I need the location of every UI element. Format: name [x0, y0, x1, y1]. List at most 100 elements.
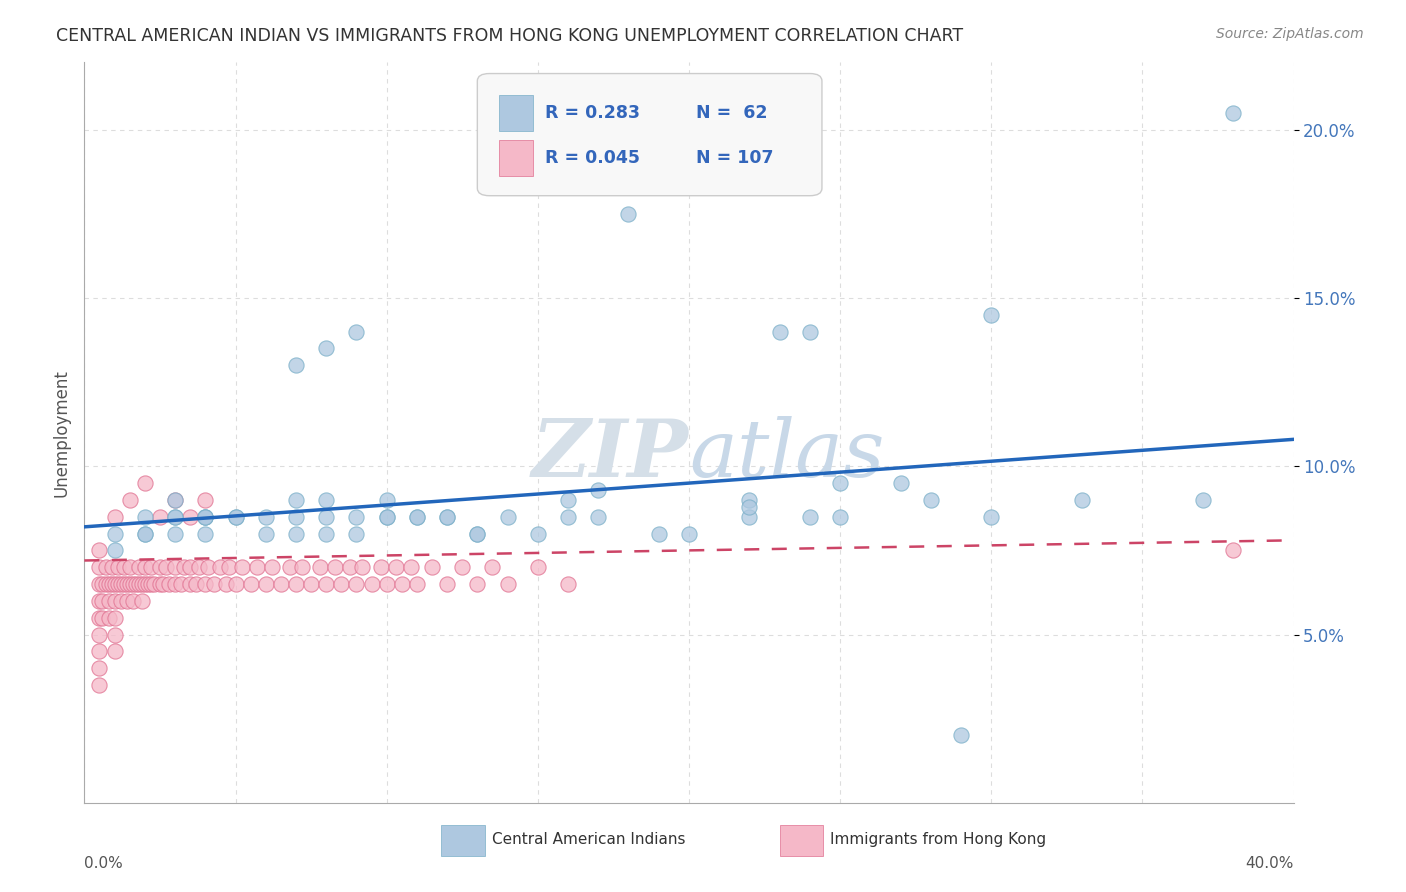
Point: [104, 610, 127, 624]
Text: CENTRAL AMERICAN INDIAN VS IMMIGRANTS FROM HONG KONG UNEMPLOYMENT CORRELATION CH: CENTRAL AMERICAN INDIAN VS IMMIGRANTS FR…: [56, 27, 963, 45]
Point: [134, 560, 156, 574]
Point: [165, 526, 187, 541]
Point: [131, 577, 153, 591]
Point: [799, 509, 821, 524]
Point: [1071, 492, 1094, 507]
Point: [315, 342, 337, 356]
Point: [165, 492, 187, 507]
Point: [285, 526, 308, 541]
Point: [738, 492, 761, 507]
Point: [769, 325, 792, 339]
Point: [142, 577, 165, 591]
Point: [94, 560, 117, 574]
Point: [239, 577, 262, 591]
Point: [375, 492, 398, 507]
Point: [134, 509, 156, 524]
Point: [134, 577, 156, 591]
Point: [557, 577, 579, 591]
Point: [131, 594, 153, 608]
Text: N = 107: N = 107: [696, 149, 773, 167]
Point: [197, 560, 219, 574]
Point: [738, 500, 761, 514]
Point: [136, 577, 159, 591]
Point: [527, 526, 550, 541]
Point: [278, 560, 301, 574]
Text: R = 0.045: R = 0.045: [546, 149, 640, 167]
Point: [346, 509, 368, 524]
Point: [678, 526, 700, 541]
Point: [104, 543, 127, 558]
Point: [950, 729, 973, 743]
Bar: [499, 95, 533, 131]
Point: [89, 594, 111, 608]
Point: [173, 560, 195, 574]
Point: [209, 560, 232, 574]
Point: [89, 560, 111, 574]
Point: [110, 594, 132, 608]
Point: [104, 526, 127, 541]
Point: [89, 661, 111, 675]
Point: [97, 594, 120, 608]
Point: [254, 526, 277, 541]
Point: [107, 577, 129, 591]
Point: [186, 577, 208, 591]
Point: [107, 560, 129, 574]
Point: [89, 644, 111, 658]
Point: [215, 577, 238, 591]
Point: [285, 492, 308, 507]
Point: [118, 560, 141, 574]
Point: [648, 526, 671, 541]
Point: [152, 577, 174, 591]
Point: [155, 560, 177, 574]
Point: [165, 509, 187, 524]
Point: [980, 509, 1002, 524]
Point: [149, 509, 172, 524]
Text: N =  62: N = 62: [696, 104, 768, 122]
Point: [436, 509, 458, 524]
Point: [118, 577, 141, 591]
Point: [97, 577, 120, 591]
Point: [194, 509, 217, 524]
Point: [246, 560, 269, 574]
Point: [496, 509, 519, 524]
Point: [94, 577, 117, 591]
Point: [104, 594, 127, 608]
Point: [617, 207, 640, 221]
Point: [118, 492, 141, 507]
Point: [467, 577, 489, 591]
Point: [557, 509, 579, 524]
Text: Source: ZipAtlas.com: Source: ZipAtlas.com: [1216, 27, 1364, 41]
Point: [125, 577, 148, 591]
Point: [260, 560, 283, 574]
Point: [225, 509, 247, 524]
Point: [920, 492, 942, 507]
Point: [112, 577, 135, 591]
Point: [128, 577, 150, 591]
Point: [104, 627, 127, 641]
Point: [134, 476, 156, 491]
Point: [165, 492, 187, 507]
Point: [91, 577, 114, 591]
Point: [309, 560, 332, 574]
Point: [527, 560, 550, 574]
Point: [89, 577, 111, 591]
Point: [436, 509, 458, 524]
Point: [375, 509, 398, 524]
Point: [285, 509, 308, 524]
Point: [830, 476, 852, 491]
Point: [370, 560, 392, 574]
Point: [406, 577, 429, 591]
Point: [1192, 492, 1215, 507]
Point: [420, 560, 443, 574]
Point: [467, 526, 489, 541]
Point: [384, 560, 406, 574]
Point: [165, 560, 187, 574]
Text: atlas: atlas: [689, 416, 884, 493]
Point: [89, 627, 111, 641]
Point: [170, 577, 193, 591]
Point: [104, 509, 127, 524]
FancyBboxPatch shape: [478, 73, 823, 195]
Point: [315, 526, 337, 541]
Point: [830, 509, 852, 524]
Text: R = 0.283: R = 0.283: [546, 104, 640, 122]
